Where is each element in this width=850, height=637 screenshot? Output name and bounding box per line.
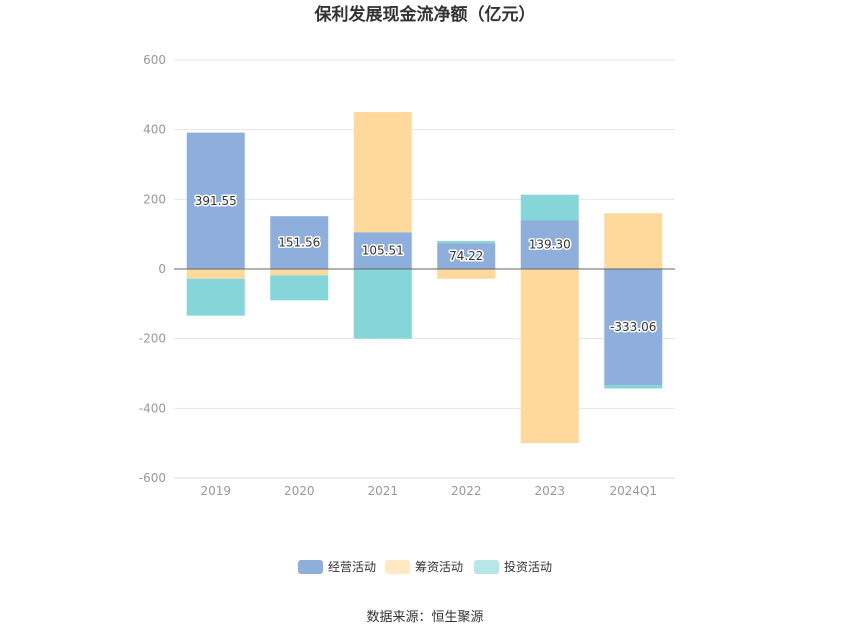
bar-筹资活动-2023[interactable] (520, 269, 579, 444)
legend-label: 投资活动 (504, 559, 552, 574)
legend-label: 经营活动 (328, 560, 376, 574)
y-axis-ticks: 600 400 200 0 -200 -400 -600 (139, 53, 166, 485)
data-source: 数据来源：恒生聚源 (366, 610, 483, 625)
data-label: 74.22 (449, 249, 483, 263)
legend-swatch (474, 560, 499, 574)
y-tick-label: 0 (158, 262, 166, 276)
y-tick-label: 600 (143, 53, 166, 67)
legend-swatch (385, 560, 410, 574)
bar-筹资活动-2021[interactable] (353, 112, 412, 233)
data-label: 391.55 (195, 194, 237, 208)
y-tick-label: -400 (139, 401, 166, 415)
legend-item-投资活动[interactable]: 投资活动 (474, 559, 552, 574)
data-label: 105.51 (362, 244, 404, 258)
x-tick-label: 2020 (284, 484, 315, 498)
y-tick-label: -600 (139, 471, 166, 485)
bar-投资活动-2021[interactable] (353, 269, 412, 339)
data-label: 139.30 (529, 238, 571, 252)
data-label: 151.56 (278, 236, 320, 250)
y-tick-label: -200 (139, 332, 166, 346)
data-labels: 391.55 151.56 105.51 74.22 139.30 -333.06 (193, 192, 658, 335)
bar-投资活动-2024Q1[interactable] (604, 385, 663, 389)
legend-label: 筹资活动 (415, 560, 463, 574)
y-tick-label: 400 (143, 123, 166, 137)
bar-经营活动-2021[interactable] (353, 232, 412, 269)
bar-经营活动-2024Q1[interactable] (604, 269, 663, 386)
bar-投资活动-2020[interactable] (270, 275, 329, 301)
x-tick-label: 2022 (451, 484, 482, 498)
bar-筹资活动-2019[interactable] (186, 269, 245, 279)
chart-title: 保利发展现金流净额（亿元） (314, 4, 536, 25)
x-tick-label: 2019 (200, 484, 231, 498)
bar-筹资活动-2020[interactable] (270, 269, 329, 276)
legend-swatch (298, 560, 323, 574)
y-tick-label: 200 (143, 192, 166, 206)
bar-投资活动-2019[interactable] (186, 278, 245, 316)
bar-投资活动-2023[interactable] (520, 194, 579, 221)
bar-经营活动-2022[interactable] (437, 243, 496, 269)
x-axis-ticks: 2019 2020 2021 2022 2023 2024Q1 (174, 477, 675, 498)
bars (186, 112, 663, 444)
bar-经营活动-2019[interactable] (186, 132, 245, 269)
bar-投资活动-2022[interactable] (437, 241, 496, 244)
bar-经营活动-2023[interactable] (520, 220, 579, 269)
legend[interactable]: 经营活动 筹资活动 投资活动 (298, 559, 552, 574)
x-tick-label: 2023 (534, 484, 565, 498)
x-tick-label: 2021 (367, 484, 398, 498)
bar-筹资活动-2022[interactable] (437, 269, 496, 279)
data-label: -333.06 (610, 320, 656, 334)
x-tick-label: 2024Q1 (609, 484, 657, 498)
legend-item-筹资活动[interactable]: 筹资活动 (385, 560, 463, 574)
legend-item-经营活动[interactable]: 经营活动 (298, 560, 376, 574)
bar-筹资活动-2024Q1[interactable] (604, 213, 663, 269)
bar-经营活动-2020[interactable] (270, 216, 329, 269)
